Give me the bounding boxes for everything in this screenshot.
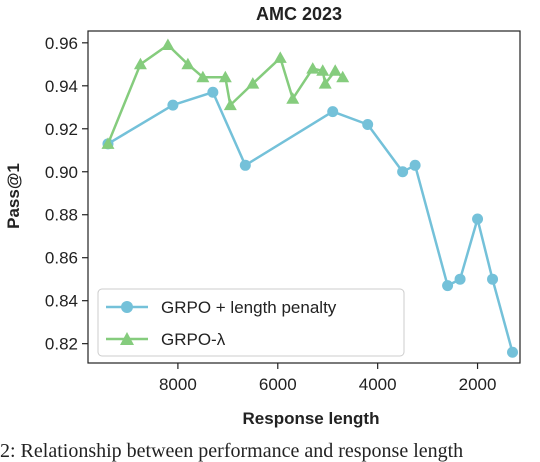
series-1-point <box>507 346 519 358</box>
series-2-point <box>273 51 287 63</box>
series-1-point <box>409 159 421 171</box>
x-tick-label: 4000 <box>359 375 397 394</box>
series-2-point <box>306 62 320 74</box>
series-2-point <box>218 70 232 83</box>
y-tick-label: 0.92 <box>45 120 78 139</box>
series-layer <box>101 38 519 358</box>
y-tick-label: 0.86 <box>45 249 78 268</box>
x-tick-label: 8000 <box>159 375 197 394</box>
legend-marker-series-2 <box>120 332 134 345</box>
series-1-point <box>472 213 484 225</box>
legend-box <box>97 288 405 357</box>
y-tick-label: 0.84 <box>45 292 78 311</box>
legend-marker-series-1 <box>121 301 133 313</box>
legend-label-series-2: GRPO-λ <box>161 330 226 349</box>
series-2-point <box>101 137 115 149</box>
series-1-point <box>207 86 219 98</box>
series-2-point <box>328 64 342 76</box>
series-2-point <box>246 77 260 89</box>
legend-label-series-1: GRPO + length penalty <box>161 298 337 317</box>
series-1-point <box>167 99 179 111</box>
y-axis: 0.82 0.84 0.86 0.88 0.90 0.92 0.94 0.96 <box>45 34 88 354</box>
x-tick-label: 6000 <box>259 375 297 394</box>
chart-title: AMC 2023 <box>256 4 342 24</box>
series-2-point <box>318 77 332 89</box>
series-2-point <box>133 57 147 70</box>
series-2-line <box>106 43 344 145</box>
y-tick-label: 0.96 <box>45 34 78 53</box>
x-axis-label: Response length <box>243 409 380 428</box>
series-2-point <box>181 57 195 70</box>
series-1-point <box>239 159 251 171</box>
series-1-point <box>397 166 409 178</box>
series-2 <box>101 38 350 149</box>
y-tick-label: 0.88 <box>45 206 78 225</box>
series-1-point <box>362 118 374 130</box>
y-tick-label: 0.90 <box>45 163 78 182</box>
series-1 <box>102 86 519 358</box>
series-1-point <box>327 106 339 118</box>
plot-area <box>87 30 521 364</box>
series-1-point <box>442 280 454 292</box>
series-2-point <box>223 98 237 111</box>
series-2-point <box>161 38 175 50</box>
y-axis-label: Pass@1 <box>4 163 23 229</box>
chart: AMC 2023 0.82 0.84 0.86 0.88 0.90 0.92 0.94 0.9… <box>4 4 521 428</box>
series-2-point <box>336 70 350 83</box>
x-axis: 8000 6000 4000 2000 <box>159 363 496 394</box>
series-2-point <box>316 64 330 76</box>
series-1-point <box>454 273 466 285</box>
series-1-point <box>487 273 499 285</box>
x-tick-label: 2000 <box>459 375 497 394</box>
legend: GRPO + length penalty GRPO-λ <box>97 288 405 357</box>
y-tick-label: 0.82 <box>45 335 78 354</box>
figure-caption: 2: Relationship between performance and … <box>0 440 464 462</box>
series-2-point <box>196 70 210 83</box>
y-tick-label: 0.94 <box>45 77 78 96</box>
series-2-point <box>286 92 300 104</box>
